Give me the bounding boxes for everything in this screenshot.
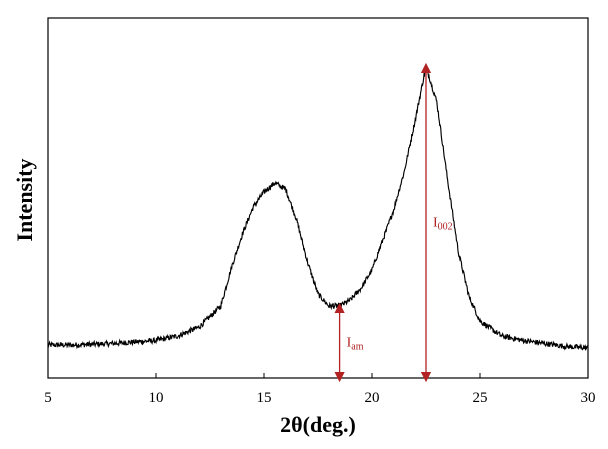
intensity-series-line (47, 64, 589, 351)
x-axis-title: 2θ(deg.) (280, 412, 356, 437)
annotation-label-002: I002 (433, 216, 453, 233)
x-tick-label: 30 (581, 390, 596, 406)
x-tick-label: 10 (149, 390, 164, 406)
x-axis-ticks: 5 10 15 20 25 30 (44, 373, 596, 406)
annotation-label-am: Iam (347, 336, 364, 353)
x-tick-label: 25 (473, 390, 488, 406)
x-tick-label: 5 (44, 390, 52, 406)
annotation-label-main: I (433, 216, 438, 231)
annotation-label-subscript: am (351, 342, 363, 353)
x-tick-label: 20 (365, 390, 380, 406)
annotation-label-subscript: 002 (438, 222, 453, 233)
x-tick-label: 15 (257, 390, 272, 406)
plot-frame (47, 17, 589, 379)
y-axis-title: Intensity (12, 158, 37, 241)
annotation-label-main: I (347, 336, 352, 351)
